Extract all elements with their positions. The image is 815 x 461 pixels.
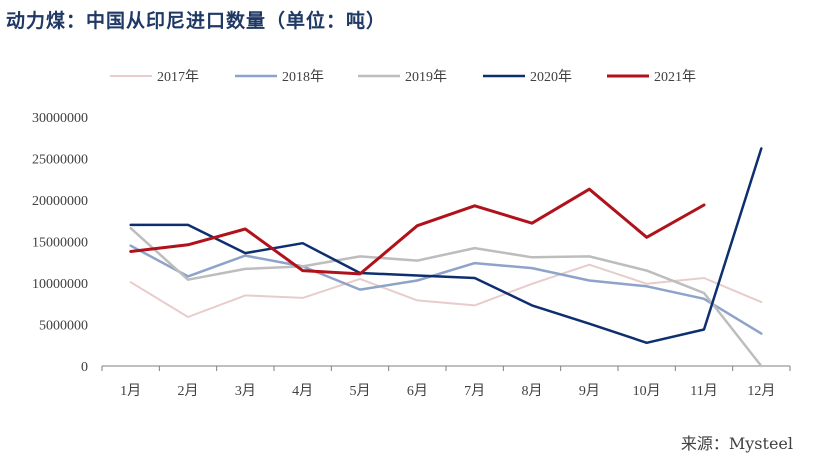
y-tick-label: 30000000 bbox=[32, 111, 88, 126]
y-tick-label: 0 bbox=[81, 360, 88, 375]
x-tick-label: 6月 bbox=[407, 383, 428, 399]
x-tick-label: 2月 bbox=[178, 383, 199, 399]
x-tick-label: 1月 bbox=[120, 383, 141, 399]
y-axis: 0 5000000 10000000 15000000 20000000 25000000… bbox=[32, 111, 88, 375]
series-line-2021年 bbox=[129, 187, 706, 276]
x-tick-label: 5月 bbox=[350, 383, 371, 399]
x-tick-label: 10月 bbox=[633, 383, 661, 399]
legend-label: 2018年 bbox=[282, 69, 324, 85]
chart-legend: 2017年 2018年 2019年 2020年 2021年 bbox=[110, 69, 696, 85]
y-tick-label: 25000000 bbox=[32, 153, 88, 168]
legend-label: 2019年 bbox=[405, 69, 447, 85]
source-note: 来源：Mysteel bbox=[680, 434, 793, 453]
series-line-2020年 bbox=[129, 147, 763, 345]
y-tick-label: 20000000 bbox=[32, 194, 88, 209]
x-tick-label: 8月 bbox=[522, 383, 543, 399]
series-line-2018年 bbox=[129, 244, 763, 335]
y-tick-label: 5000000 bbox=[39, 319, 88, 334]
chart-title: 动力煤：中国从印尼进口数量（单位：吨） bbox=[6, 10, 387, 32]
x-tick-label: 12月 bbox=[747, 383, 775, 399]
y-tick-label: 15000000 bbox=[32, 236, 88, 251]
legend-label: 2021年 bbox=[654, 69, 696, 85]
x-tick-label: 7月 bbox=[464, 383, 485, 399]
y-tick-label: 10000000 bbox=[32, 277, 88, 292]
x-axis: 1月 2月 3月 4月 5月 6月 7月 8月 9月 10月 11月 12月 bbox=[101, 365, 791, 399]
legend-label: 2020年 bbox=[530, 69, 572, 85]
x-tick-label: 4月 bbox=[292, 383, 313, 399]
x-tick-label: 3月 bbox=[235, 383, 256, 399]
series-lines bbox=[129, 147, 763, 368]
series-line-2017年 bbox=[129, 263, 763, 318]
legend-label: 2017年 bbox=[157, 69, 199, 85]
series-line-2019年 bbox=[129, 226, 763, 368]
x-tick-label: 11月 bbox=[690, 383, 717, 399]
x-tick-label: 9月 bbox=[579, 383, 600, 399]
